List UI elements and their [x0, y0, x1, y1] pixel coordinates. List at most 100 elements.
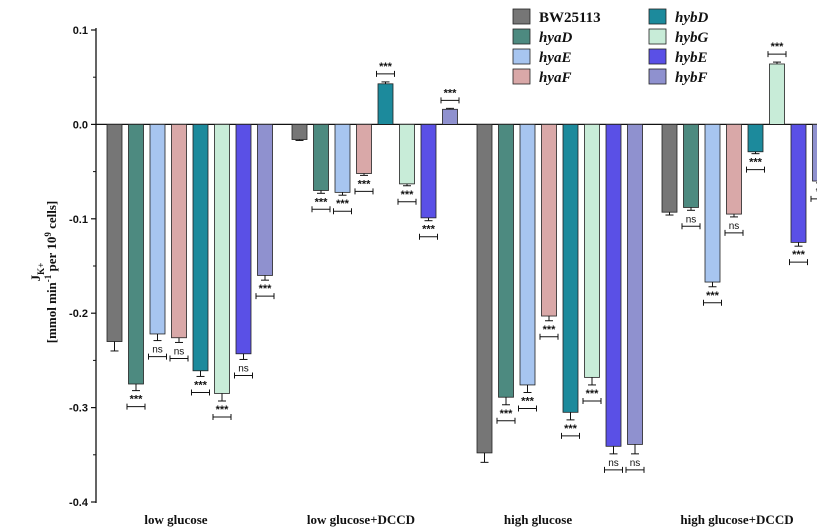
y-tick-label: -0.4: [69, 497, 89, 509]
significance-label: ***: [706, 290, 720, 302]
significance-label: ns: [686, 214, 697, 225]
legend-label: hyaD: [539, 30, 573, 46]
significance-label: ***: [336, 198, 350, 210]
bar-hybE-2: [420, 124, 437, 219]
y-tick-label: -0.1: [69, 214, 88, 226]
legend-swatch: [512, 48, 531, 65]
bar-hybG-4: [769, 63, 785, 125]
significance-label: ***: [194, 379, 208, 391]
bar-hyaD-2: [313, 124, 329, 191]
legend-item-hyaD: hyaD: [512, 28, 573, 46]
significance-label: ***: [543, 324, 557, 336]
significance-label: ***: [749, 157, 763, 169]
bar-hyaE-1: [149, 124, 166, 335]
bar-hyaE-3: [519, 124, 536, 386]
significance-label: ***: [422, 224, 436, 236]
significance-label: ns: [152, 345, 163, 356]
bar-hyaF-2: [356, 124, 372, 174]
bar-hyaF-1: [171, 124, 187, 339]
significance-label: ns: [174, 346, 185, 357]
legend-label: hybF: [675, 70, 708, 86]
bar-hybF-3: [627, 124, 643, 445]
significance-label: ns: [630, 458, 641, 469]
legend-label: hybG: [675, 30, 709, 46]
legend-swatch: [512, 68, 531, 85]
significance-label: ***: [500, 408, 514, 420]
legend-item-hybG: hybG: [648, 28, 709, 46]
significance-label: ***: [771, 41, 785, 53]
bar-hyaD-1: [128, 124, 144, 385]
y-axis-title-line2: [mmol min-1 per 109 cells]: [43, 201, 59, 343]
bar-hybD-4: [747, 124, 764, 153]
legend-item-hyaE: hyaE: [512, 48, 572, 66]
significance-label: ***: [315, 196, 329, 208]
bar-BW25113-2: [291, 124, 308, 140]
y-axis-title-line1: JK+: [28, 263, 46, 282]
significance-label: ***: [216, 404, 230, 416]
bar-hyaD-4: [683, 124, 699, 208]
significance-label: ***: [401, 189, 415, 201]
legend-item-BW25113: BW25113: [512, 8, 601, 26]
y-tick-label: -0.2: [69, 308, 88, 320]
bar-hyaE-2: [334, 124, 351, 193]
legend-swatch: [512, 28, 531, 45]
significance-markers: ***ns ns******ns****** *******************…: [126, 41, 817, 473]
significance-label: **: [816, 186, 817, 198]
significance-label: ns: [238, 363, 249, 374]
bar-BW25113-1: [106, 124, 123, 342]
legend-item-hybF: hybF: [648, 68, 708, 86]
bar-hyaF-3: [541, 124, 557, 317]
bar-hybD-3: [562, 124, 579, 413]
bar-hybG-1: [214, 124, 230, 394]
bar-BW25113-4: [661, 124, 678, 213]
bar-hyaF-4: [726, 124, 742, 215]
bar-hyaE-4: [704, 124, 721, 283]
bar-hybG-3: [584, 124, 600, 378]
legend-label: hybE: [675, 50, 708, 66]
bar-hyaD-3: [498, 124, 514, 398]
legend-label: BW25113: [539, 10, 601, 26]
bar-hybD-1: [192, 124, 209, 372]
y-tick-label: 0.0: [73, 119, 88, 131]
significance-label: ***: [586, 388, 600, 400]
legend-item-hyaF: hyaF: [512, 68, 572, 86]
legend-label: hyaE: [539, 50, 572, 66]
significance-label: ***: [444, 87, 458, 99]
significance-label: ***: [564, 423, 578, 435]
legend-item-hybD: hybD: [648, 8, 709, 26]
significance-label: ***: [130, 394, 144, 406]
category-label: high glucose+DCCD: [680, 512, 793, 527]
significance-label: ***: [259, 283, 273, 295]
legend-swatch: [648, 8, 667, 25]
legend-swatch: [648, 48, 667, 65]
bars: [106, 61, 817, 463]
y-tick-label: -0.3: [69, 403, 88, 415]
legend-swatch: [512, 8, 531, 25]
bar-hybG-2: [399, 124, 415, 185]
significance-label: ***: [792, 249, 806, 261]
category-label: low glucose: [144, 512, 207, 527]
legend-label: hyaF: [539, 70, 572, 86]
legend: BW25113 hyaD hyaE hyaF hybD hybG hybE hybF: [512, 8, 709, 86]
legend-swatch: [648, 68, 667, 85]
category-label: high glucose: [504, 512, 572, 527]
legend-label: hybD: [675, 10, 709, 26]
bar-hybE-1: [235, 124, 252, 355]
significance-label: ns: [608, 458, 619, 469]
bar-hybF-4: [812, 124, 817, 182]
significance-label: ***: [358, 178, 372, 190]
bar-hybE-4: [790, 124, 807, 243]
significance-label: ns: [729, 221, 740, 232]
category-label: low glucose+DCCD: [307, 512, 415, 527]
bar-hybD-2: [377, 83, 394, 125]
significance-label: ***: [379, 61, 393, 73]
legend-swatch: [648, 28, 667, 45]
bar-hybF-1: [257, 124, 273, 276]
bar-hybF-2: [442, 108, 458, 125]
bar-BW25113-3: [476, 124, 493, 454]
y-tick-label: 0.1: [73, 25, 88, 37]
category-labels: low glucose low glucose+DCCD high glucose h…: [144, 512, 793, 527]
legend-item-hybE: hybE: [648, 48, 708, 66]
bar-hybE-3: [605, 124, 622, 447]
